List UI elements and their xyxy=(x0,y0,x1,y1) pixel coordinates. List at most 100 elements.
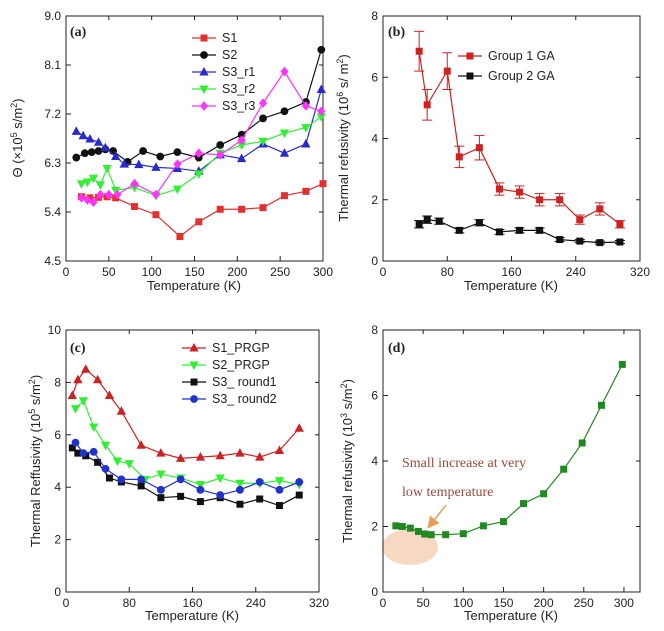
panel-a-legend: S1 S2 S3_r1 S3_r2 S3_r3 xyxy=(192,31,255,113)
panel-a: 0 50 100 150 200 250 300 4.5 5.4 6.3 7.2 8.1 9.0 (a)… xyxy=(9,9,333,293)
panel-d: 0 50 100 150 200 250 300 0 2 4 6 8 (d) Temperature … xyxy=(339,323,641,623)
x-tick-label: 0 xyxy=(63,265,70,279)
data-point xyxy=(72,153,81,162)
y-tick-label: 0 xyxy=(371,585,378,599)
data-point xyxy=(216,150,225,160)
panel-a-xlabel: Temperature (K) xyxy=(147,278,241,293)
x-tick-label: 250 xyxy=(574,596,594,610)
y-tick-label: 2 xyxy=(371,520,378,534)
x-tick-label: 100 xyxy=(453,596,473,610)
panel-b-series xyxy=(414,30,625,247)
data-point xyxy=(131,203,139,211)
data-point xyxy=(113,189,122,200)
data-point xyxy=(259,114,267,123)
data-point xyxy=(236,500,244,508)
data-point xyxy=(406,524,414,532)
data-point xyxy=(88,174,99,184)
y-tick-label: 4.5 xyxy=(44,254,61,268)
y-tick-label: 10 xyxy=(48,323,62,337)
x-tick-label: 150 xyxy=(184,265,204,279)
legend-swatch-marker xyxy=(190,395,198,403)
data-point xyxy=(124,460,134,469)
data-point xyxy=(216,205,224,213)
panel-d-highlight-ellipse xyxy=(382,529,438,565)
legend-swatch-marker xyxy=(189,342,199,352)
data-point xyxy=(236,485,244,494)
data-point xyxy=(317,106,326,117)
data-point xyxy=(139,147,148,155)
x-tick-label: 240 xyxy=(566,265,586,279)
y-tick-label: 6 xyxy=(371,70,378,84)
data-point xyxy=(258,98,268,108)
panel-a-axes: 0 50 100 150 200 250 300 4.5 5.4 6.3 7.2 8.1 9.0 xyxy=(44,9,333,279)
data-point xyxy=(194,148,203,158)
x-tick-label: 300 xyxy=(313,265,333,279)
x-tick-label: 320 xyxy=(630,265,650,279)
data-point xyxy=(279,129,290,139)
data-point xyxy=(67,390,77,399)
data-point xyxy=(238,205,246,213)
panel-b: 0 80 160 240 320 0 2 4 6 8 (b) Temperature (K) Th… xyxy=(335,9,650,293)
data-point xyxy=(104,390,115,399)
y-tick-label: 4 xyxy=(54,480,61,494)
data-point xyxy=(112,457,123,467)
data-point xyxy=(89,423,99,432)
panel-b-xlabel: Temperature (K) xyxy=(464,278,558,293)
data-point xyxy=(196,498,204,506)
data-point xyxy=(596,239,604,247)
y-tick-label: 2 xyxy=(371,193,378,207)
data-point xyxy=(71,438,80,447)
data-point xyxy=(176,475,185,484)
panel-b-ylabel: Thermal refusivity (106 s/ m2) xyxy=(335,54,351,222)
data-point xyxy=(100,142,111,152)
data-point xyxy=(275,485,284,494)
data-point xyxy=(560,465,568,473)
data-point xyxy=(475,144,483,152)
x-tick-label: 200 xyxy=(227,265,247,279)
panel-c-frame xyxy=(65,329,320,593)
y-tick-label: 4 xyxy=(371,454,378,468)
legend-label: S3_ round2 xyxy=(212,392,277,406)
legend-label: Group 1 GA xyxy=(488,49,555,63)
x-tick-label: 100 xyxy=(142,265,162,279)
data-point xyxy=(101,464,110,473)
data-point xyxy=(73,374,83,384)
data-point xyxy=(536,196,544,204)
data-point xyxy=(443,67,451,75)
panel-d-series xyxy=(392,360,626,539)
data-point xyxy=(423,101,431,109)
data-point xyxy=(259,204,267,212)
y-tick-label: 8.1 xyxy=(44,58,61,72)
panel-c-axes: 0 80 160 240 320 0 2 4 6 8 10 xyxy=(48,323,330,610)
data-point xyxy=(495,185,503,193)
y-tick-label: 6 xyxy=(371,389,378,403)
data-point xyxy=(102,164,112,174)
data-point xyxy=(81,364,91,373)
x-tick-label: 50 xyxy=(416,596,430,610)
legend-label: S2_PRGP xyxy=(212,358,270,372)
data-point xyxy=(301,138,311,148)
x-tick-label: 150 xyxy=(493,596,513,610)
y-tick-label: 6.3 xyxy=(44,156,61,170)
data-point xyxy=(499,518,507,526)
data-point xyxy=(215,450,225,460)
data-point xyxy=(616,220,624,228)
x-tick-label: 160 xyxy=(182,596,202,610)
data-point xyxy=(151,162,161,171)
data-point xyxy=(392,522,400,530)
data-point xyxy=(520,500,528,508)
data-point xyxy=(85,133,95,143)
y-tick-label: 0 xyxy=(371,254,378,268)
legend-swatch-marker xyxy=(190,378,198,386)
panel-d-label: (d) xyxy=(388,341,405,356)
data-point xyxy=(237,135,246,145)
y-tick-label: 8 xyxy=(371,9,378,23)
data-point xyxy=(105,474,113,482)
data-point xyxy=(176,453,186,462)
x-tick-label: 0 xyxy=(380,265,387,279)
x-tick-label: 80 xyxy=(123,596,137,610)
data-point xyxy=(194,170,204,179)
data-point xyxy=(618,360,626,368)
